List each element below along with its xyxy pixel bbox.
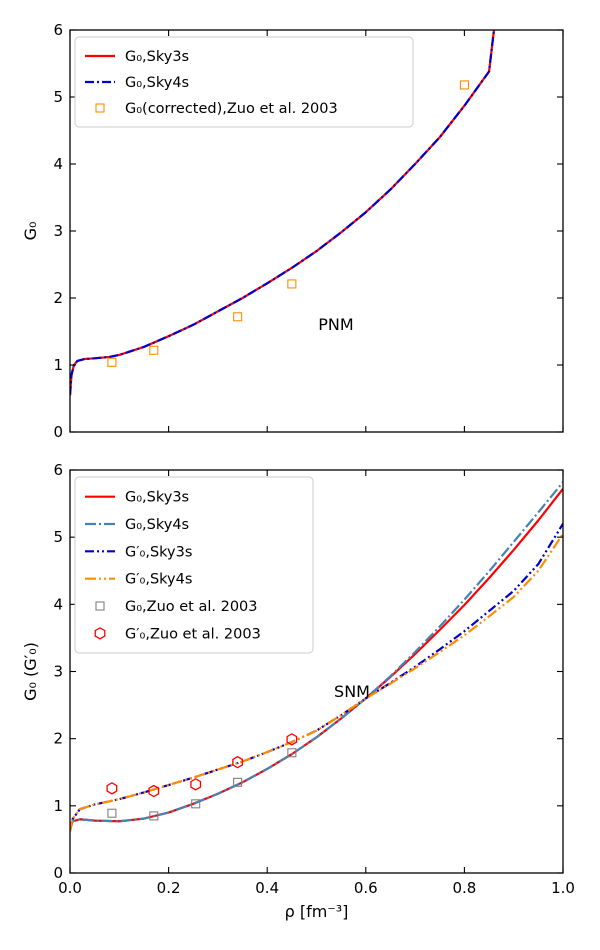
snm-legend-label-1: G₀,Sky4s	[125, 517, 189, 533]
snm-ytick-label-4: 4	[53, 595, 63, 613]
snm-xlabel: ρ [fm⁻³]	[285, 902, 349, 921]
snm-annotation: SNM	[334, 682, 370, 701]
snm-ytick-label-5: 5	[53, 528, 63, 546]
snm-plot-area	[70, 481, 563, 832]
snm-xtick-label-5: 1.0	[551, 879, 575, 897]
pnm-ytick-label-2: 2	[53, 289, 63, 307]
snm-legend-label-2: G′₀,Sky3s	[125, 544, 192, 560]
snm-legend-handle-5	[94, 627, 106, 640]
snm-series-4-point-1	[149, 811, 159, 821]
snm-series-4-point-0	[107, 808, 117, 818]
pnm-legend: G₀,Sky3s G₀,Sky4s G₀(corrected),Zuo et al.…	[74, 36, 414, 128]
pnm-legend-box	[74, 36, 414, 128]
pnm-series-line-1	[70, 30, 496, 396]
snm-ytick-label-6: 6	[53, 461, 63, 479]
snm-legend-label-0: G₀,Sky3s	[125, 490, 189, 506]
snm-ytick-label-1: 1	[53, 797, 63, 815]
pnm-series-2-point-4	[459, 80, 469, 90]
pnm-annotation: PNM	[318, 315, 353, 334]
snm-xtick-label-4: 0.8	[452, 879, 476, 897]
snm-ytick-label-2: 2	[53, 730, 63, 748]
snm-xtick-label-2: 0.4	[255, 879, 279, 897]
snm-series-5-point-1	[148, 784, 160, 798]
pnm-legend-label-1: G₀,Sky4s	[125, 75, 189, 91]
pnm-legend-label-0: G₀,Sky3s	[125, 49, 189, 65]
pnm-ytick-label-0: 0	[53, 423, 63, 441]
snm-legend-label-4: G₀,Zuo et al. 2003	[125, 599, 258, 615]
snm-series-5-point-3	[232, 755, 244, 769]
pnm-legend-label-2: G₀(corrected),Zuo et al. 2003	[125, 101, 338, 117]
snm-legend: G₀,Sky3s G₀,Sky4s G′₀,Sky3s G′₀,Sky4s G₀,Zuo…	[74, 476, 314, 654]
snm-series-4-point-3	[233, 777, 243, 787]
pnm-series-2-point-1	[149, 345, 159, 355]
pnm-legend-handle-2	[95, 103, 105, 113]
pnm-panel: 0 1 2 3 4 5 6 G₀ PNM G₀,Sky3s G₀,Sky4s G₀(corrected…	[21, 21, 564, 441]
snm-xtick-label-1: 0.2	[157, 879, 181, 897]
snm-series-line-3	[70, 533, 563, 832]
snm-series-5-point-0	[106, 782, 118, 795]
snm-series-5-point-4	[286, 733, 298, 746]
pnm-ytick-label-5: 5	[53, 88, 63, 106]
pnm-ytick-label-1: 1	[53, 356, 63, 374]
pnm-ytick-label-6: 6	[53, 21, 63, 39]
snm-ylabel: G₀ (G′₀)	[21, 642, 40, 701]
snm-ytick-label-3: 3	[53, 663, 63, 681]
pnm-plot-area	[70, 30, 496, 396]
snm-series-4-point-2	[191, 799, 201, 809]
pnm-ytick-label-3: 3	[53, 222, 63, 240]
snm-legend-label-5: G′₀,Zuo et al. 2003	[125, 626, 261, 642]
snm-xtick-label-3: 0.6	[354, 879, 378, 897]
snm-series-5-point-2	[190, 778, 202, 791]
pnm-ylabel: G₀	[21, 222, 40, 241]
snm-legend-label-3: G′₀,Sky4s	[125, 572, 192, 588]
snm-series-4-point-4	[287, 748, 297, 758]
pnm-series-2-point-3	[287, 279, 297, 289]
snm-panel: 0.0 0.2 0.4 0.6 0.8 1.0 0 1 2 3 4 5 6 G₀ (G′₀) ρ [fm⁻³…	[21, 461, 575, 921]
snm-ytick-label-0: 0	[53, 864, 63, 882]
snm-legend-box	[74, 476, 314, 654]
pnm-ytick-label-4: 4	[53, 155, 63, 173]
pnm-series-2-point-0	[107, 357, 117, 367]
snm-xtick-label-0: 0.0	[58, 879, 82, 897]
snm-legend-handle-4	[95, 601, 105, 611]
pnm-series-2-point-2	[233, 312, 243, 322]
snm-series-line-1	[70, 481, 563, 830]
